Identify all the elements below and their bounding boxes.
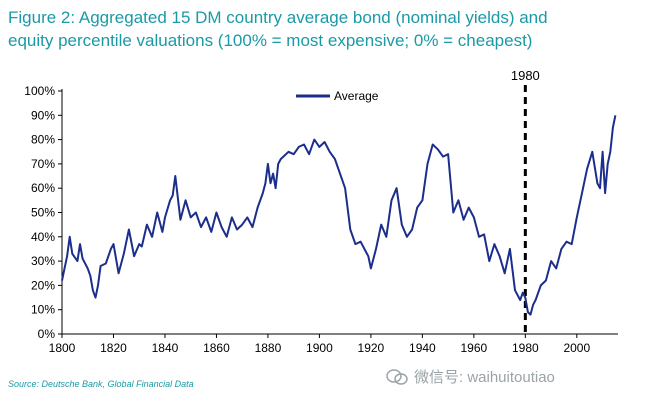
watermark: 微信号: waihuitoutiao	[386, 366, 555, 387]
x-tick-label: 1880	[255, 341, 282, 355]
y-tick-label: 20%	[31, 278, 55, 292]
x-tick-label: 1980	[512, 341, 539, 355]
plot-area: 0% 10% 20% 30% 40% 50% 60% 70% 80% 90% 100% 1800 182…	[24, 68, 618, 355]
y-tick-label: 10%	[31, 303, 55, 317]
y-tick-label: 40%	[31, 230, 55, 244]
x-tick-label: 1800	[49, 341, 76, 355]
x-tick-label: 1900	[306, 341, 333, 355]
annotation-1980-label: 1980	[511, 68, 540, 83]
y-tick-label: 30%	[31, 254, 55, 268]
y-tick-label: 70%	[31, 157, 55, 171]
x-tick-label: 1840	[152, 341, 179, 355]
x-tick-label: 1860	[203, 341, 230, 355]
watermark-text: 微信号: waihuitoutiao	[414, 369, 555, 386]
y-tick-label: 90%	[31, 108, 55, 122]
x-tick-label: 1940	[409, 341, 436, 355]
y-tick-label: 0%	[38, 327, 56, 341]
x-tick-label: 1820	[100, 341, 127, 355]
x-tick-label: 1920	[358, 341, 385, 355]
legend-label-average: Average	[334, 89, 379, 103]
title-line-2: equity percentile valuations (100% = mos…	[8, 31, 533, 50]
y-tick-label: 60%	[31, 181, 55, 195]
wechat-icon	[386, 368, 408, 385]
x-tick-label: 1960	[461, 341, 488, 355]
y-tick-label: 80%	[31, 133, 55, 147]
title-line-1: Figure 2: Aggregated 15 DM country avera…	[8, 8, 548, 27]
series-line-average	[61, 115, 617, 316]
chart-title: Figure 2: Aggregated 15 DM country avera…	[8, 6, 648, 52]
y-tick-label: 50%	[31, 206, 55, 220]
x-tick-label: 2000	[563, 341, 590, 355]
source-note: Source: Deutsche Bank, Global Financial …	[8, 379, 194, 389]
y-tick-label: 100%	[24, 84, 55, 98]
